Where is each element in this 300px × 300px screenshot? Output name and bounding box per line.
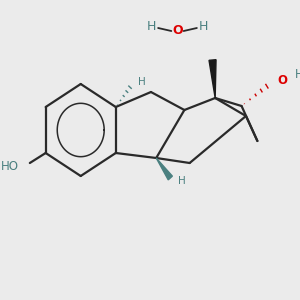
Text: HO: HO [1,160,19,173]
Polygon shape [156,158,172,180]
Text: O: O [277,74,287,86]
Polygon shape [209,60,216,98]
Text: H: H [294,68,300,82]
Text: H: H [178,176,186,186]
Text: H: H [138,77,146,87]
Text: H: H [146,20,156,32]
Text: H: H [199,20,208,32]
Text: O: O [172,25,183,38]
